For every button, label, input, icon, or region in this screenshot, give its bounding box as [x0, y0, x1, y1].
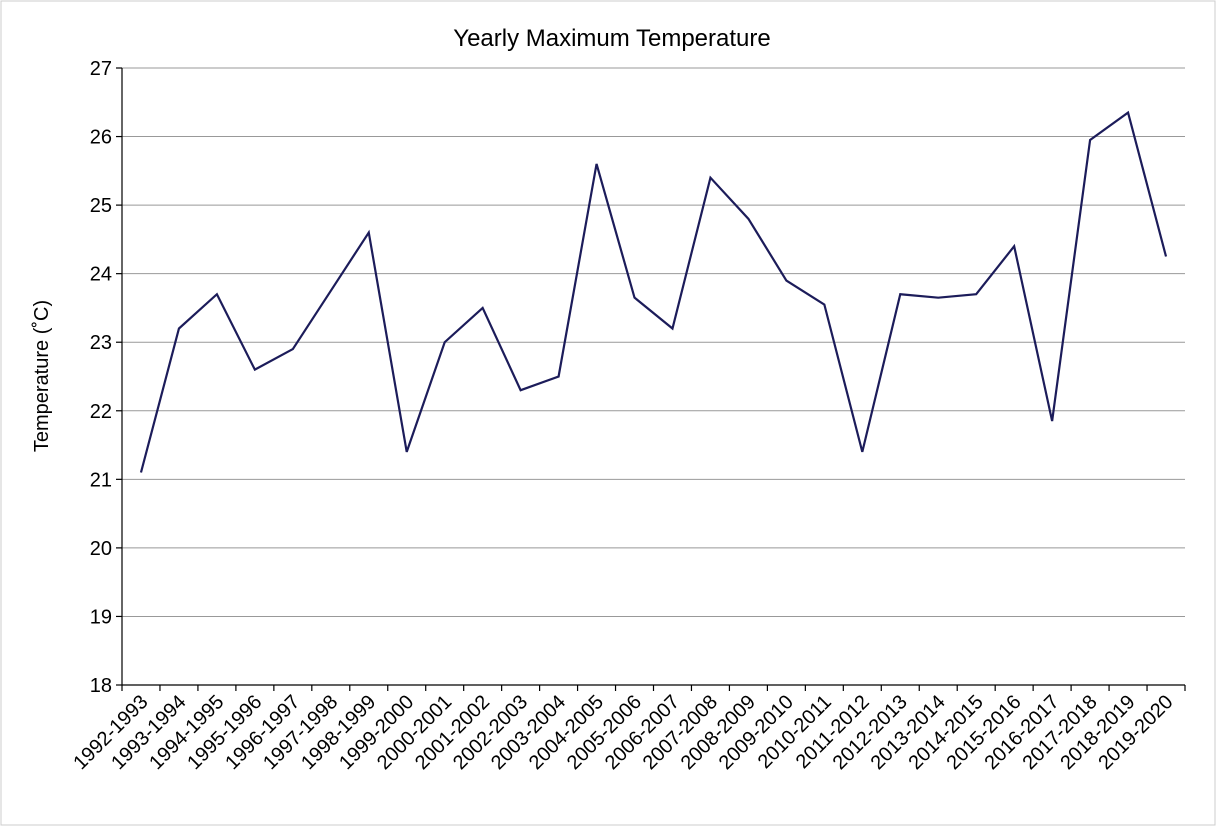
y-tick-label: 24	[90, 264, 112, 286]
y-tick-label: 26	[90, 127, 112, 149]
y-tick-label: 25	[90, 195, 112, 217]
y-tick-label: 19	[90, 606, 112, 628]
y-tick-label: 18	[90, 675, 112, 697]
line-series	[139, 110, 1168, 473]
y-tick-label: 21	[90, 469, 112, 491]
y-tick-label: 23	[90, 332, 112, 354]
y-tick-label: 22	[90, 401, 112, 423]
chart-title: Yearly Maximum Temperature	[453, 25, 770, 52]
y-tick-label: 20	[90, 538, 112, 560]
y-tick-label: 27	[90, 58, 112, 80]
y-axis-label: Temperature (˚C)	[31, 300, 53, 452]
